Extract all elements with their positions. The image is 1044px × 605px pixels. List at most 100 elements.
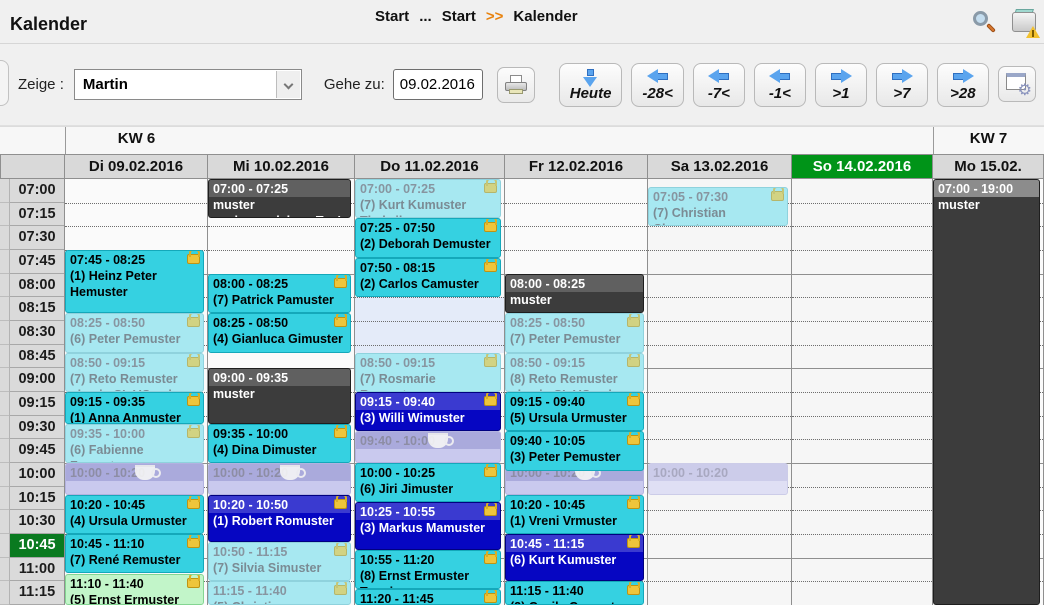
appointment[interactable]: 11:20 - 11:45(1) Michael Mimuster — [355, 589, 501, 605]
appointment-time: 10:00 - 10:20 — [649, 464, 787, 482]
day-header-mi[interactable]: Mi 10.02.2016 — [208, 154, 355, 179]
appointment[interactable]: 09:15 - 09:40 (5) Ursula Urmuster — [505, 392, 644, 432]
forward-7-button[interactable]: >7 — [875, 62, 928, 107]
appointment[interactable]: 07:00 - 07:25musteregal an welchem Tag! — [208, 179, 351, 219]
appointment[interactable]: 08:25 - 08:50 (4) Gianluca Gimuster — [208, 313, 351, 353]
time-label[interactable]: 11:00 — [10, 557, 64, 582]
time-label[interactable]: 08:00 — [10, 273, 64, 298]
day-column-fr[interactable]: 08:00 - 08:25 muster 08:25 - 08:50 (7) Pete… — [505, 179, 648, 605]
appointment[interactable]: 10:20 - 10:45 (1) Vreni Vrmuster — [505, 494, 644, 535]
appointment-title: (5) Christian — [209, 599, 350, 604]
goto-date-input[interactable] — [392, 69, 483, 100]
appointment-title: (5) Ernst Ermuster — [70, 592, 180, 605]
day-header-fr[interactable]: Fr 12.02.2016 — [505, 154, 648, 179]
back-1-button[interactable]: -1< — [753, 62, 806, 107]
day-column-mi[interactable]: 07:00 - 07:25musteregal an welchem Tag! 0… — [208, 179, 355, 605]
day-header-sa[interactable]: Sa 13.02.2016 — [648, 154, 792, 179]
appointment[interactable]: 07:25 - 07:50 (2) Deborah Demuster — [355, 218, 501, 258]
pause-block[interactable]: 10:00 - 10:20 — [65, 463, 204, 495]
time-label[interactable]: 10:30 — [10, 510, 64, 534]
appointment[interactable]: 09:15 - 09:35 (1) Anna Anmuster — [65, 392, 204, 424]
appointment[interactable]: 10:55 - 11:20(8) Ernst ErmusterTermin vo… — [355, 549, 501, 590]
coffee-cup-icon — [279, 467, 306, 481]
appointment[interactable]: 07:45 - 08:25 (1) Heinz Peter Hemuster — [65, 250, 204, 314]
appointment[interactable]: 09:15 - 09:40 (3) Willi Wimuster — [355, 392, 501, 432]
appointment[interactable]: 07:05 - 07:30(7) Christian Chmuster — [648, 186, 788, 227]
breadcrumb-root[interactable]: Start — [375, 8, 410, 25]
time-label[interactable]: 08:15 — [10, 297, 64, 321]
time-label[interactable]: 08:30 — [10, 320, 64, 345]
appointment[interactable]: 10:45 - 11:15 (6) Kurt Kumuster — [505, 534, 644, 582]
gridline — [792, 439, 932, 441]
panel-collapse-tab[interactable] — [0, 60, 9, 106]
forward-28-button[interactable]: >28 — [936, 62, 989, 107]
printer-warning-icon[interactable] — [1010, 8, 1040, 38]
time-label[interactable]: 08:45 — [10, 344, 64, 369]
time-label[interactable]: 09:30 — [10, 415, 64, 440]
time-label[interactable]: 10:15 — [10, 486, 64, 511]
appointment[interactable]: 11:15 - 11:40(5) Christian — [208, 581, 351, 605]
time-label[interactable]: 09:45 — [10, 439, 64, 463]
pause-block[interactable]: 10:00 - 10:20 — [648, 463, 788, 495]
time-label[interactable]: 10:00 — [10, 462, 64, 487]
magnifier-glass — [973, 11, 988, 26]
appointment[interactable]: 08:50 - 09:15(7) Reto Remusterphysio SL … — [65, 352, 204, 393]
appointment[interactable]: 11:10 - 11:40 (5) Ernst Ermuster — [65, 573, 204, 605]
dropdown-button[interactable] — [275, 71, 300, 98]
day-column-so[interactable] — [792, 179, 933, 605]
appointment[interactable]: 10:50 - 11:15 (7) Silvia Simuster — [208, 541, 351, 582]
appointment[interactable]: 08:25 - 08:50 (6) Peter Pemuster — [65, 313, 204, 353]
day-header-di[interactable]: Di 09.02.2016 — [65, 154, 208, 179]
day-header-do[interactable]: Do 11.02.2016 — [355, 154, 505, 179]
appointment[interactable]: 08:00 - 08:25 muster — [505, 273, 644, 314]
appointment[interactable]: 09:35 - 10:00(6) Fabienne Femuster — [65, 423, 204, 464]
appointment[interactable]: 07:50 - 08:15 (2) Carlos Camuster — [355, 257, 501, 298]
pause-block[interactable]: 10:00 - 10:20 — [208, 463, 351, 495]
time-label-current[interactable]: 10:45 — [10, 533, 64, 558]
appointment-title: (4) Gianluca Gimuster — [213, 332, 343, 347]
time-label[interactable]: 09:00 — [10, 368, 64, 392]
appointment[interactable]: 07:00 - 07:25(7) Kurt KumusterThalwil — [355, 179, 501, 219]
forward-1-button[interactable]: >1 — [814, 62, 867, 107]
day-header-so[interactable]: So 14.02.2016 — [792, 154, 933, 179]
time-label[interactable]: 07:00 — [10, 179, 64, 203]
gridline — [792, 415, 932, 417]
appointment[interactable]: 09:00 - 09:35 muster — [208, 368, 351, 424]
appointment[interactable]: 08:50 - 09:15(8) Reto Remusterphysio SL … — [505, 352, 644, 393]
appointment[interactable]: 08:50 - 09:15(7) Rosmarie Romuster — [355, 352, 501, 393]
search-icon[interactable] — [970, 9, 996, 37]
day-column-sa[interactable]: 07:05 - 07:30(7) Christian Chmuster 10:00… — [648, 179, 792, 605]
appointment[interactable]: 10:25 - 10:55 (3) Markus Mamuster — [355, 502, 501, 550]
day-column-do[interactable]: 07:00 - 07:25(7) Kurt KumusterThalwil07:… — [355, 179, 505, 605]
print-button[interactable] — [496, 66, 535, 103]
appointment[interactable]: 11:15 - 11:40(2) Cecile Cemuster — [505, 581, 644, 605]
calendar-week-row: KW 6 KW 7 — [0, 126, 1044, 154]
appointment[interactable]: 08:00 - 08:25 (7) Patrick Pamuster — [208, 273, 351, 314]
appointment[interactable]: 10:45 - 11:10 (7) René Remuster — [65, 534, 204, 574]
gridline — [208, 250, 354, 251]
calendar-owner-select[interactable]: Martin — [73, 69, 302, 100]
time-label[interactable]: 11:15 — [10, 581, 64, 605]
appointment[interactable]: 09:40 - 10:05 (3) Peter Pemuster — [505, 431, 644, 471]
appointment[interactable]: 07:00 - 19:00 muster — [933, 179, 1040, 605]
calendar-settings-button[interactable]: ⚙ — [998, 66, 1036, 102]
appointment[interactable]: 10:20 - 10:45 (4) Ursula Urmuster — [65, 494, 204, 535]
appointment[interactable]: 10:00 - 10:25 (6) Jiri Jimuster — [355, 463, 501, 503]
pause-block[interactable]: 09:40 - 10:00 — [355, 431, 501, 464]
back-28-button[interactable]: -28< — [631, 62, 684, 107]
today-button[interactable]: Heute — [558, 62, 623, 107]
time-label[interactable]: 07:45 — [10, 249, 64, 274]
appointment[interactable]: 10:20 - 10:50 (1) Robert Romuster — [208, 494, 351, 542]
appointment[interactable]: 08:25 - 08:50 (7) Peter Pemuster — [505, 313, 644, 353]
time-label[interactable]: 07:30 — [10, 226, 64, 250]
breadcrumb-parent[interactable]: Start — [441, 8, 476, 25]
day-column-mo[interactable]: 07:00 - 19:00 muster — [933, 179, 1044, 605]
day-column-di[interactable]: 07:45 - 08:25 (1) Heinz Peter Hemuster 08:… — [65, 179, 208, 605]
day-header-mo[interactable]: Mo 15.02. — [933, 154, 1044, 179]
time-label[interactable]: 09:15 — [10, 391, 64, 416]
back-7-button[interactable]: -7< — [692, 62, 745, 107]
appointment[interactable]: 09:35 - 10:00 (4) Dina Dimuster — [208, 423, 351, 464]
appointment-title: (7) Peter Pemuster — [510, 332, 621, 347]
time-label[interactable]: 07:15 — [10, 202, 64, 227]
gridline — [505, 250, 647, 251]
